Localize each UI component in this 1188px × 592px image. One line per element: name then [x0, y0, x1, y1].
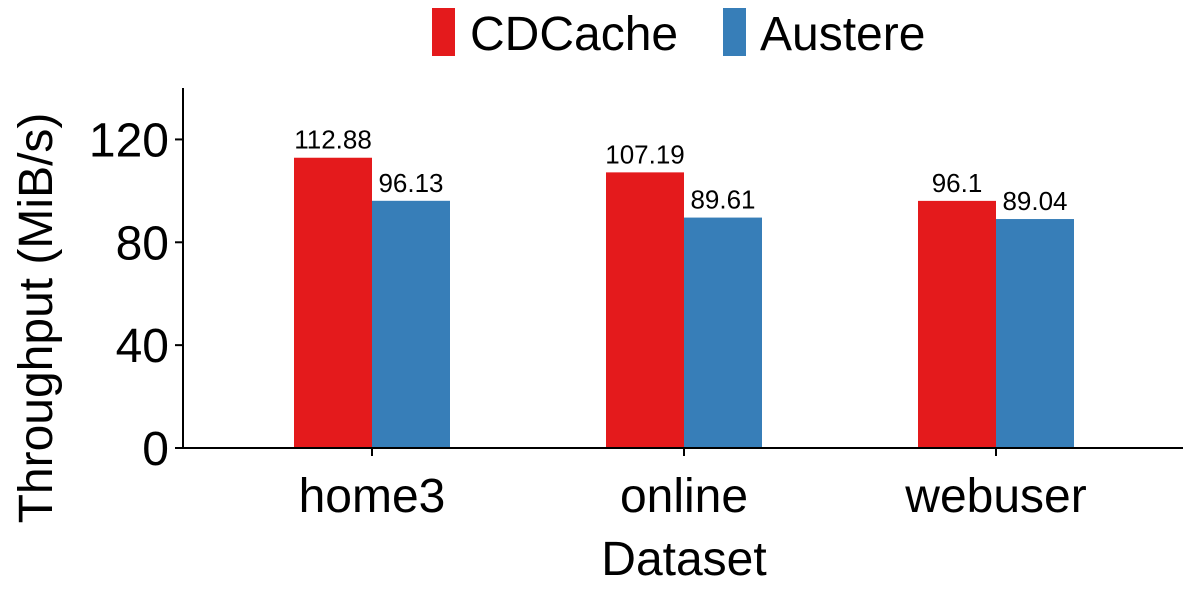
bar-cdcache-online: [606, 172, 684, 448]
legend-label-cdcache: CDCache: [470, 8, 678, 61]
x-axis: home3 online webuser: [183, 447, 1183, 523]
bar-austere-home3: [372, 200, 450, 448]
data-label-austere-online: 89.61: [690, 185, 755, 215]
data-label-cdcache-webuser: 96.1: [932, 168, 983, 198]
data-label-cdcache-online: 107.19: [605, 139, 685, 169]
data-label-austere-home3: 96.13: [378, 168, 443, 198]
legend: CDCache Austere: [432, 8, 925, 61]
data-label-cdcache-home3: 112.88: [294, 125, 372, 155]
bar-cdcache-home3: [294, 157, 372, 449]
bars: [294, 157, 1074, 449]
data-label-austere-webuser: 89.04: [1002, 186, 1067, 216]
y-tick-label: 40: [116, 320, 169, 373]
bar-austere-online: [684, 217, 762, 448]
x-tick-label-webuser: webuser: [904, 470, 1086, 523]
bar-austere-webuser: [996, 219, 1074, 448]
legend-swatch-austere: [723, 8, 746, 56]
y-axis: 0 40 80 120: [89, 88, 184, 476]
y-tick-label: 120: [89, 114, 169, 167]
legend-swatch-cdcache: [432, 8, 455, 56]
y-tick-label: 80: [116, 217, 169, 270]
bar-cdcache-webuser: [918, 200, 996, 448]
legend-label-austere: Austere: [760, 8, 925, 61]
y-tick-label: 0: [142, 423, 169, 476]
x-tick-label-home3: home3: [299, 470, 446, 523]
x-axis-title: Dataset: [601, 533, 766, 586]
x-tick-label-online: online: [620, 470, 748, 523]
y-axis-title: Throughput (MiB/s): [10, 113, 63, 524]
